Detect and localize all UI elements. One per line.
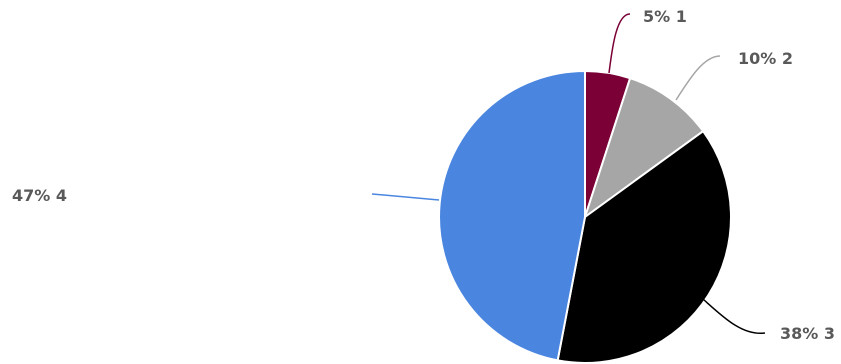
pie-slice-4	[438, 70, 586, 362]
slice-label-3: 38% 3	[780, 324, 835, 343]
leader-line-2	[675, 55, 721, 101]
pie-slice-3	[556, 130, 732, 364]
slice-labels: 5% 1 10% 2 38% 3 47% 4	[12, 7, 835, 343]
slice-label-1: 5% 1	[643, 7, 687, 26]
pie-slices	[438, 70, 732, 364]
slice-label-2: 10% 2	[738, 49, 793, 68]
slice-label-4: 47% 4	[12, 186, 67, 205]
leader-lines	[371, 13, 766, 334]
pie-slice-2	[584, 77, 705, 218]
leader-line-3	[702, 298, 766, 334]
leader-line-4	[371, 193, 440, 201]
leader-line-1	[608, 13, 631, 74]
